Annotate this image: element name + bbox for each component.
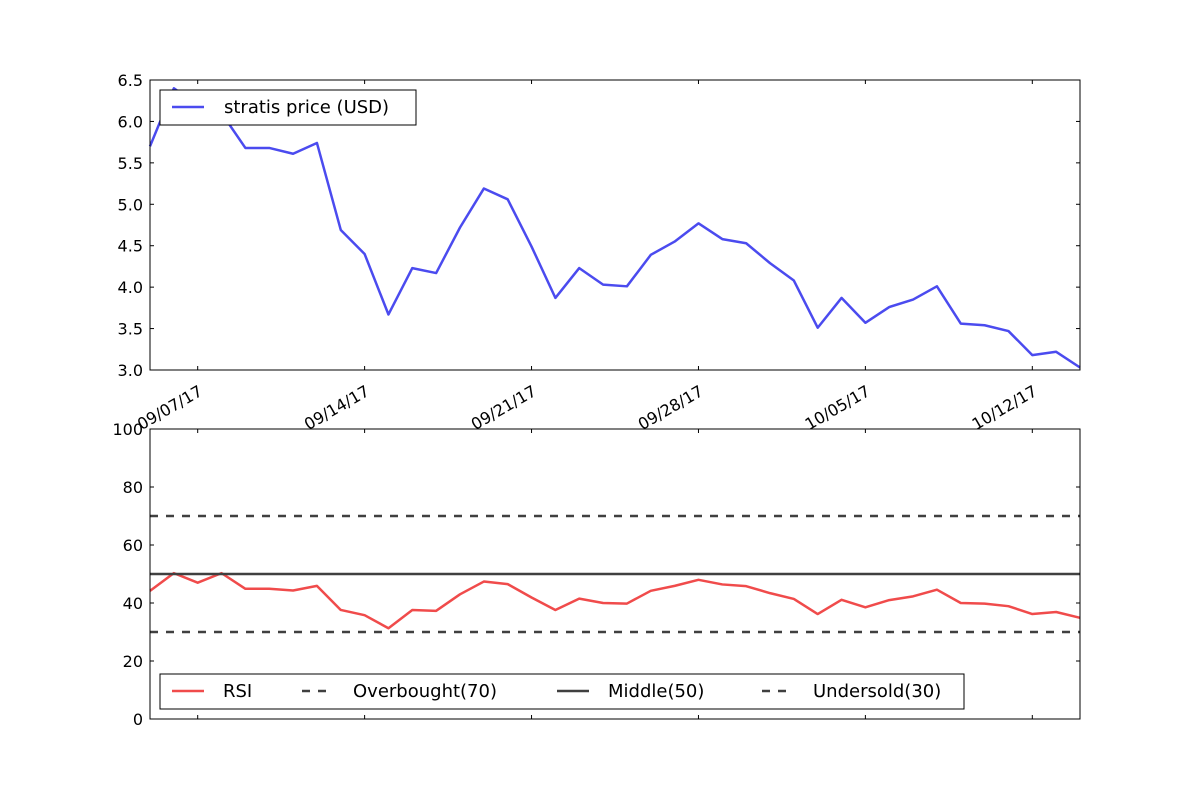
rsi-legend-label: Undersold(30)	[813, 681, 941, 702]
rsi-y-tick-label: 60	[123, 536, 143, 555]
price-y-tick-label: 3.5	[118, 320, 143, 339]
rsi-plot-frame	[149, 428, 1081, 720]
rsi-y-tick-label: 40	[123, 594, 143, 613]
rsi-y-tick-label: 20	[123, 652, 143, 671]
rsi-y-tick-label: 100	[112, 420, 143, 439]
price-y-tick-label: 4.5	[118, 237, 143, 256]
price-y-tick-label: 6.5	[118, 71, 143, 90]
price-y-tick-label: 5.0	[118, 195, 143, 214]
rsi-series-lines	[149, 514, 1081, 634]
price-series-line	[148, 87, 1081, 369]
rsi-axis-ticks: 0 20 40 60 80 100	[112, 420, 1080, 729]
rsi-legend-label: Overbought(70)	[353, 681, 497, 702]
price-y-tick-label: 4.0	[118, 278, 143, 297]
price-legend-label: stratis price (USD)	[224, 97, 389, 118]
price-plot-frame	[149, 79, 1081, 371]
price-series-lines	[148, 87, 1081, 369]
price-y-tick-label: 6.0	[118, 112, 143, 131]
rsi-y-tick-label: 0	[133, 710, 143, 729]
rsi-chart-panel: 0 20 40 60 80 100 RSI Overbought(70) Middle(50)…	[112, 420, 1081, 729]
price-y-tick-label: 3.0	[118, 361, 143, 380]
rsi-series-line	[149, 571, 1081, 630]
rsi-legend-label: Middle(50)	[608, 681, 704, 702]
rsi-y-tick-label: 80	[123, 478, 143, 497]
price-y-tick-label: 5.5	[118, 154, 143, 173]
rsi-legend: RSI Overbought(70) Middle(50) Undersold(30)	[159, 673, 965, 710]
rsi-legend-label: RSI	[223, 681, 252, 702]
price-legend: stratis price (USD)	[159, 89, 417, 126]
